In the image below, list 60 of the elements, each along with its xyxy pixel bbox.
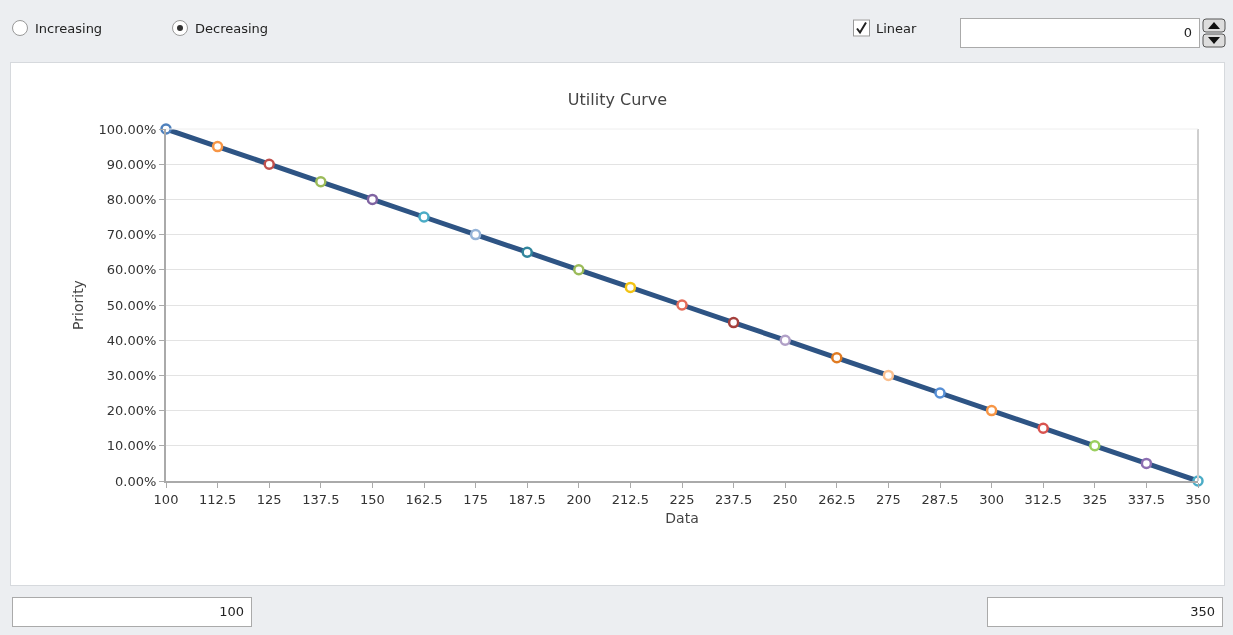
- x-tick-label: 300: [979, 491, 1005, 507]
- point: [831, 352, 843, 364]
- point: [573, 264, 585, 276]
- x-tick-label: 237.5: [714, 491, 753, 507]
- x-tick-label: 225: [669, 491, 695, 507]
- x-tick-label: 275: [875, 491, 901, 507]
- x-tick-label: 137.5: [302, 491, 340, 507]
- y-tick-label: 20.00%: [106, 403, 157, 419]
- x-tick-label: 325: [1082, 491, 1108, 507]
- point: [263, 158, 275, 170]
- point: [1089, 440, 1101, 452]
- x-axis-title: Data: [665, 510, 699, 527]
- x-tick-label: 337.5: [1127, 491, 1166, 507]
- y-tick-label: 90.00%: [106, 156, 157, 172]
- x-tick-label: 250: [772, 491, 798, 507]
- text: 0: [960, 18, 1200, 48]
- x-tick-label: 175: [463, 491, 489, 507]
- x-tick-label: 212.5: [611, 491, 650, 507]
- text: Decreasing: [195, 20, 269, 36]
- text: Increasing: [35, 20, 103, 36]
- y-tick-label: 10.00%: [106, 438, 157, 454]
- point: [1037, 422, 1049, 434]
- x-tick-label: 287.5: [921, 491, 959, 507]
- point: [624, 281, 637, 294]
- y-tick-label: 60.00%: [106, 262, 157, 278]
- point: [469, 228, 482, 241]
- y-tick-label: 50.00%: [106, 297, 157, 313]
- text: Linear: [876, 20, 917, 36]
- y-tick-label: 70.00%: [106, 227, 157, 243]
- y-axis-title: Priority: [69, 280, 86, 330]
- x-tick-label: 262.5: [818, 491, 856, 507]
- point: [521, 246, 533, 258]
- y-tick-label: 100.00%: [98, 121, 157, 137]
- text: 100: [12, 597, 252, 627]
- x-tick-label: 150: [359, 491, 385, 507]
- x-tick-label: 187.5: [508, 491, 546, 507]
- point: [211, 140, 224, 153]
- x-tick-label: 125: [256, 491, 282, 507]
- x-tick-label: 100: [153, 491, 179, 507]
- point: [1140, 457, 1153, 470]
- x-tick-label: 200: [566, 491, 592, 507]
- y-tick-label: 0.00%: [115, 473, 157, 489]
- x-tick-label: 162.5: [405, 491, 443, 507]
- point: [366, 193, 379, 206]
- text: 350: [987, 597, 1223, 627]
- point: [934, 387, 946, 399]
- point: [727, 316, 740, 329]
- x-tick-label: 312.5: [1024, 491, 1062, 507]
- x-tick-label: 350: [1185, 491, 1211, 507]
- point: [315, 176, 327, 188]
- point: [882, 369, 895, 382]
- y-tick-label: 30.00%: [106, 367, 157, 383]
- y-tick-label: 80.00%: [106, 191, 157, 207]
- point: [985, 404, 998, 417]
- point: [779, 334, 791, 346]
- x-tick-label: 112.5: [198, 491, 237, 507]
- point: [676, 299, 688, 311]
- chart-title: Utility Curve: [567, 89, 668, 109]
- y-tick-label: 40.00%: [106, 332, 157, 348]
- point: [418, 211, 430, 223]
